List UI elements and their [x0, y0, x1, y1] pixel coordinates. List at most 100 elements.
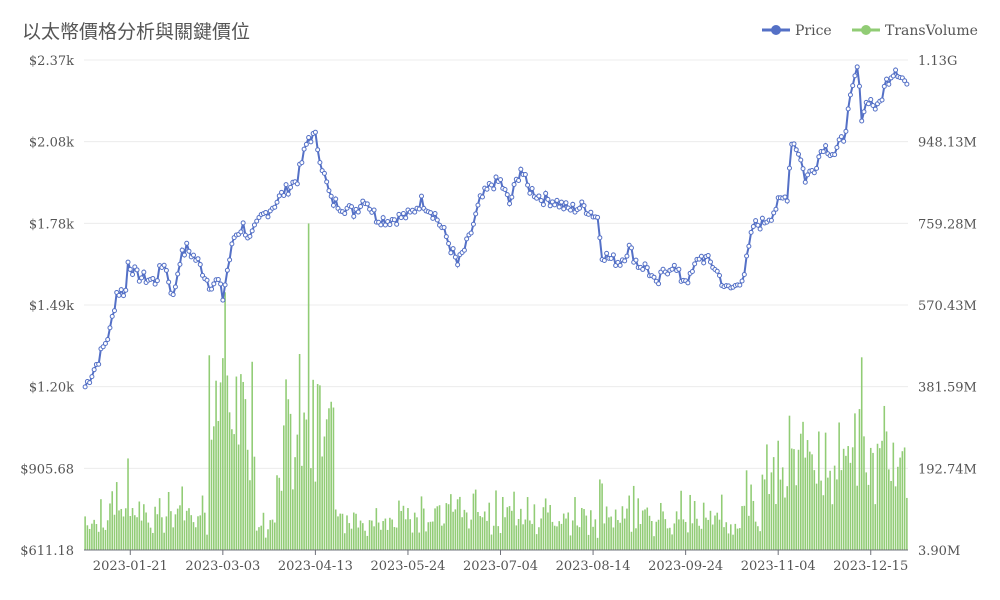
volume-bar [483, 511, 486, 550]
volume-bar [97, 531, 100, 550]
price-point [283, 182, 289, 188]
volume-bar [461, 517, 463, 550]
price-point [428, 210, 434, 216]
price-point [452, 254, 458, 260]
price-point [705, 252, 711, 258]
volume-bar [120, 508, 123, 550]
volume-bar [355, 513, 357, 550]
price-point [265, 214, 271, 220]
volume-bar [181, 486, 183, 550]
price-point [391, 217, 397, 223]
price-point [141, 269, 147, 275]
price-point [676, 266, 682, 272]
volume-bar [321, 456, 323, 550]
volume-bar [495, 490, 497, 550]
volume-bar [145, 512, 147, 550]
x-tick-label: 2023-08-14 [556, 559, 631, 574]
price-point [403, 215, 409, 221]
volume-bar [154, 506, 156, 550]
price-point [218, 281, 224, 287]
volume-bar [612, 527, 615, 550]
price-point [832, 152, 838, 158]
price-point [597, 235, 603, 241]
price-point [382, 222, 388, 228]
price-point [816, 154, 822, 160]
price-point [868, 96, 874, 102]
volume-bar [653, 536, 655, 550]
volume-bar [246, 449, 249, 550]
price-point [890, 73, 896, 79]
price-point [850, 83, 856, 89]
volume-bar [757, 526, 759, 550]
x-tick-label: 2023-05-24 [370, 559, 445, 574]
price-point [82, 384, 88, 390]
price-point [588, 209, 594, 215]
volume-bar [856, 485, 858, 550]
price-point [525, 182, 531, 188]
volume-bar [637, 498, 640, 550]
price-point [398, 215, 404, 221]
volume-bar [682, 519, 685, 550]
price-point [111, 308, 117, 314]
price-point [186, 248, 192, 254]
volume-bar [520, 508, 522, 550]
volume-bar [763, 479, 766, 550]
volume-bar [639, 524, 642, 550]
volume-bar [716, 512, 719, 550]
y-right-tick-label: 759.28M [918, 217, 977, 232]
volume-bar [185, 510, 188, 550]
price-point [412, 209, 418, 215]
price-point [852, 73, 858, 79]
volume-bar [752, 500, 755, 550]
volume-bar [562, 513, 565, 550]
price-point [746, 243, 752, 249]
volume-bar [395, 527, 398, 550]
price-point [884, 76, 890, 82]
price-point [805, 172, 811, 178]
volume-bar [409, 519, 412, 550]
volume-bar [865, 472, 868, 550]
volume-bar [666, 528, 669, 550]
volume-bar [524, 519, 527, 550]
volume-bar [441, 525, 443, 550]
volume-bar [172, 527, 174, 550]
volume-bar [673, 523, 676, 550]
price-point [315, 147, 321, 153]
volume-bar [102, 527, 104, 550]
volume-bar [332, 407, 335, 550]
volume-bar [427, 522, 430, 550]
volume-bar [339, 513, 342, 550]
legend-item-price[interactable]: Price [762, 23, 832, 39]
volume-bar [535, 534, 538, 550]
price-point [498, 177, 504, 183]
volume-bar [346, 515, 348, 550]
volume-bar [389, 517, 391, 550]
volume-bar [138, 501, 141, 550]
volume-bar [845, 455, 847, 550]
volume-bar [452, 511, 454, 550]
price-point [784, 198, 790, 204]
volume-bar [115, 482, 118, 550]
volume-bar [610, 516, 612, 550]
volume-bar [874, 504, 877, 550]
volume-bar [334, 509, 337, 550]
volume-bar [811, 454, 813, 550]
volume-bar [542, 507, 545, 550]
volume-bar [113, 514, 116, 550]
volume-bar [729, 524, 732, 550]
y-left-tick-label: $1.49k [29, 299, 74, 314]
volume-bar [558, 521, 561, 550]
price-point [96, 361, 102, 367]
volume-bar [506, 507, 509, 550]
volume-bar [170, 511, 172, 550]
price-point [475, 202, 481, 208]
volume-bar [445, 503, 448, 550]
legend-item-transvolume[interactable]: TransVolume [852, 23, 978, 39]
legend[interactable]: Price TransVolume [762, 23, 978, 39]
volume-bar [734, 523, 737, 550]
volume-bar [258, 527, 260, 550]
volume-bar [111, 491, 114, 550]
volume-bar [599, 479, 601, 550]
price-point [793, 147, 799, 153]
price-point [540, 202, 546, 208]
